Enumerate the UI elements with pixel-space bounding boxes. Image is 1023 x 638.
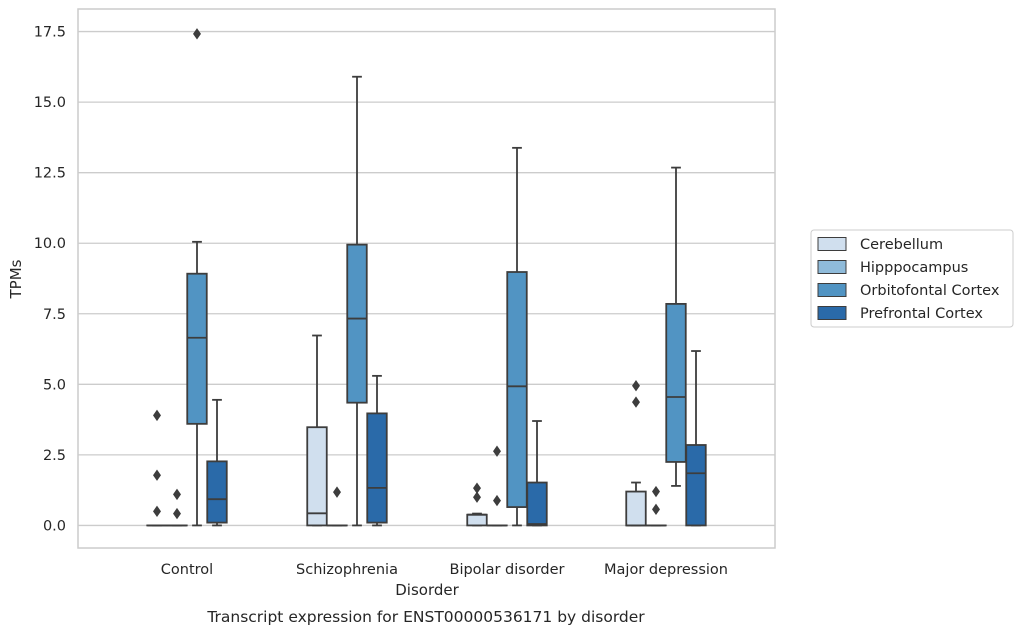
outlier-point [633, 397, 640, 407]
outlier-point [653, 487, 660, 497]
box-body [626, 492, 646, 526]
y-tick-labels: 0.0 2.5 5.0 7.5 10.0 12.5 15.0 17.5 [34, 25, 66, 535]
y-tick-label: 12.5 [34, 166, 66, 182]
box-cerebellum [147, 410, 167, 525]
outlier-point [154, 470, 161, 480]
legend-swatch [818, 307, 846, 320]
outlier-point [154, 506, 161, 516]
box-body [307, 427, 327, 525]
x-axis-label: Disorder [395, 581, 459, 599]
legend-label: Cerebellum [860, 237, 943, 253]
outlier-point [174, 509, 181, 519]
y-tick-label: 5.0 [43, 377, 66, 393]
y-tick-label: 17.5 [34, 25, 66, 41]
box-orbitofontal-cortex [347, 77, 367, 526]
legend-item: Orbitofontal Cortex [818, 283, 1000, 299]
box-orbitofontal-cortex [507, 148, 527, 526]
box-prefrontal-cortex [686, 351, 706, 525]
box-hipppocampus [646, 487, 666, 526]
outlier-point [474, 492, 481, 502]
outlier-point [194, 29, 201, 39]
outlier-point [494, 496, 501, 506]
box-body [507, 272, 527, 507]
legend-item: Cerebellum [818, 237, 943, 253]
box-body [347, 245, 367, 403]
box-cerebellum [307, 336, 327, 526]
y-axis-label: TPMs [7, 259, 25, 299]
plot-frame [78, 9, 775, 548]
y-tick-label: 7.5 [43, 307, 66, 323]
box-body [207, 461, 227, 522]
x-tick-label: Control [161, 562, 213, 578]
x-tick-label: Schizophrenia [296, 562, 398, 578]
outlier-point [334, 487, 341, 497]
legend-item: Prefrontal Cortex [818, 306, 983, 322]
legend-label: Hipppocampus [860, 260, 968, 276]
x-tick-label: Major depression [604, 562, 728, 578]
box-body [367, 413, 387, 522]
outlier-point [174, 489, 181, 499]
outlier-point [633, 381, 640, 391]
box-prefrontal-cortex [207, 400, 227, 526]
box-hipppocampus [167, 489, 187, 525]
x-tick-label: Bipolar disorder [450, 562, 565, 578]
box-body [187, 274, 207, 424]
box-hipppocampus [487, 446, 507, 525]
chart-title: Transcript expression for ENST0000053617… [206, 608, 645, 626]
box-cerebellum [626, 381, 646, 526]
box-body [527, 483, 547, 526]
legend-swatch [818, 238, 846, 251]
y-tick-label: 2.5 [43, 448, 66, 464]
y-tick-label: 10.0 [34, 236, 66, 252]
y-tick-label: 15.0 [34, 95, 66, 111]
box-prefrontal-cortex [527, 421, 547, 525]
legend-label: Orbitofontal Cortex [860, 283, 1000, 299]
box-body [666, 304, 686, 462]
box-orbitofontal-cortex [187, 29, 207, 526]
box-body [686, 445, 706, 525]
legend-item: Hipppocampus [818, 260, 968, 276]
legend-swatch [818, 261, 846, 274]
box-cerebellum [467, 483, 487, 525]
boxes-layer [147, 29, 706, 526]
legend-label: Prefrontal Cortex [860, 306, 983, 322]
legend: Cerebellum Hipppocampus Orbitofontal Corte… [811, 230, 1013, 327]
y-tick-label: 0.0 [43, 518, 66, 534]
box-body [467, 515, 487, 526]
x-tick-labels: Control Schizophrenia Bipolar disorder Majo… [161, 562, 728, 578]
outlier-point [154, 410, 161, 420]
box-hipppocampus [327, 487, 347, 525]
box-orbitofontal-cortex [666, 168, 686, 486]
outlier-point [653, 504, 660, 514]
box-prefrontal-cortex [367, 376, 387, 526]
legend-swatch [818, 284, 846, 297]
